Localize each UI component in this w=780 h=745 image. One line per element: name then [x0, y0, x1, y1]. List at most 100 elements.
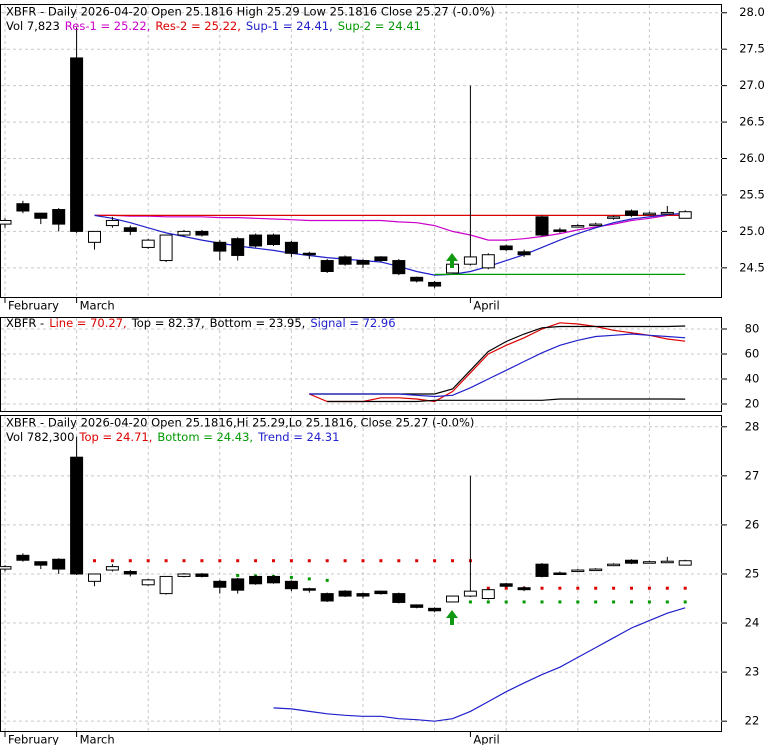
y-tick-label: 23 [745, 665, 760, 679]
y-tick-label: 40 [745, 372, 760, 386]
candle-body [88, 573, 101, 582]
candle-body [249, 234, 263, 247]
y-tick-label: 26.0 [739, 151, 765, 165]
y-tick-label: 26 [745, 517, 760, 531]
candle-body [571, 225, 585, 228]
candle-body [302, 252, 316, 256]
dot [683, 600, 687, 604]
candle-body [642, 212, 656, 216]
dot [397, 559, 401, 563]
y-tick-label: 25 [745, 566, 760, 580]
candle-body [284, 580, 298, 590]
candle-body [267, 234, 280, 246]
panel-frame [0, 4, 722, 298]
y-tick-label: 26.5 [739, 115, 765, 129]
candle-body [446, 595, 459, 603]
legend-entry: Res-2 = 25.22, [155, 19, 241, 33]
dot [361, 559, 365, 563]
candle-body [159, 234, 173, 262]
dot [200, 559, 204, 563]
dot [164, 559, 168, 563]
dot [522, 600, 526, 604]
dot [307, 559, 311, 563]
candle-body [34, 212, 48, 219]
candle-body [52, 558, 66, 570]
series-line [273, 607, 686, 722]
candle-body [141, 239, 155, 248]
dot [612, 586, 616, 590]
candle-body [88, 230, 101, 243]
candle-body [70, 456, 84, 575]
candle-body [195, 573, 209, 577]
candle-body [410, 604, 424, 608]
candle-body [105, 566, 119, 571]
dot [468, 600, 472, 604]
dot [128, 559, 132, 563]
candle-body [249, 575, 263, 585]
dot [540, 586, 544, 590]
candle-body [428, 607, 442, 612]
candle-body [607, 216, 621, 219]
candle-body [16, 203, 30, 212]
candle-body [392, 260, 406, 275]
candle-body [0, 566, 12, 570]
candle-body [660, 560, 674, 564]
legend: Vol 782,300 Top = 24.71, Bottom = 24.43, Tr… [6, 430, 339, 444]
candle-body [678, 211, 692, 219]
candle-body [195, 230, 209, 236]
candle-body [463, 256, 477, 265]
panel-title: XBFR - Daily 2026-04-20 Open 25.1816,Hi … [6, 416, 474, 430]
candle-body [141, 579, 155, 586]
candle-body [589, 223, 603, 227]
series-line [94, 214, 686, 241]
dot [93, 559, 96, 563]
buy-arrow [446, 610, 458, 625]
candle-body [356, 260, 370, 265]
candle-body [177, 573, 191, 577]
candle-body [392, 593, 406, 603]
dot [379, 559, 383, 563]
y-tick-label: 60 [745, 347, 760, 361]
y-tick-label: 20 [745, 397, 760, 411]
candle-body [410, 276, 424, 282]
x-tick-label: March [80, 299, 115, 313]
dot [451, 559, 454, 563]
candle-body [428, 281, 442, 287]
dot [576, 600, 580, 604]
candle-body [320, 593, 334, 602]
candle-body [607, 563, 621, 567]
series-line [327, 398, 686, 403]
candle-body [16, 554, 30, 561]
candle-body [70, 57, 84, 232]
candle-body [320, 260, 334, 272]
dot [254, 559, 258, 563]
dot [272, 559, 275, 563]
candle-body [356, 593, 370, 597]
y-tick-label: 22 [745, 714, 760, 728]
legend: Vol 7,823 Res-1 = 25.22, Res-2 = 25.22, Sup… [6, 19, 421, 33]
candle-body [535, 216, 549, 236]
dot [325, 578, 329, 582]
dot [433, 559, 437, 563]
candle-body [481, 254, 495, 269]
dot [647, 600, 651, 604]
dot [540, 600, 544, 604]
plot-layer: 24.5 25.0 25.5 26.0 26.5 27.0 27.5 28.0 February… [0, 4, 765, 745]
legend-entry: Res-1 = 25.22, [65, 19, 151, 33]
y-tick-label: 24 [745, 616, 760, 630]
candle-body [374, 590, 388, 595]
dot [236, 559, 240, 563]
dot [594, 600, 598, 604]
legend-entry: Top = 24.71, [78, 430, 152, 444]
dot [665, 586, 669, 590]
x-tick-label: April [473, 299, 499, 313]
candle-body [463, 590, 477, 597]
dot [289, 575, 293, 579]
candle-body [338, 590, 352, 597]
y-tick-label: 28.0 [739, 5, 765, 19]
dot [486, 586, 490, 590]
dot [504, 586, 508, 590]
candle-body [535, 563, 549, 577]
dot [486, 600, 490, 604]
